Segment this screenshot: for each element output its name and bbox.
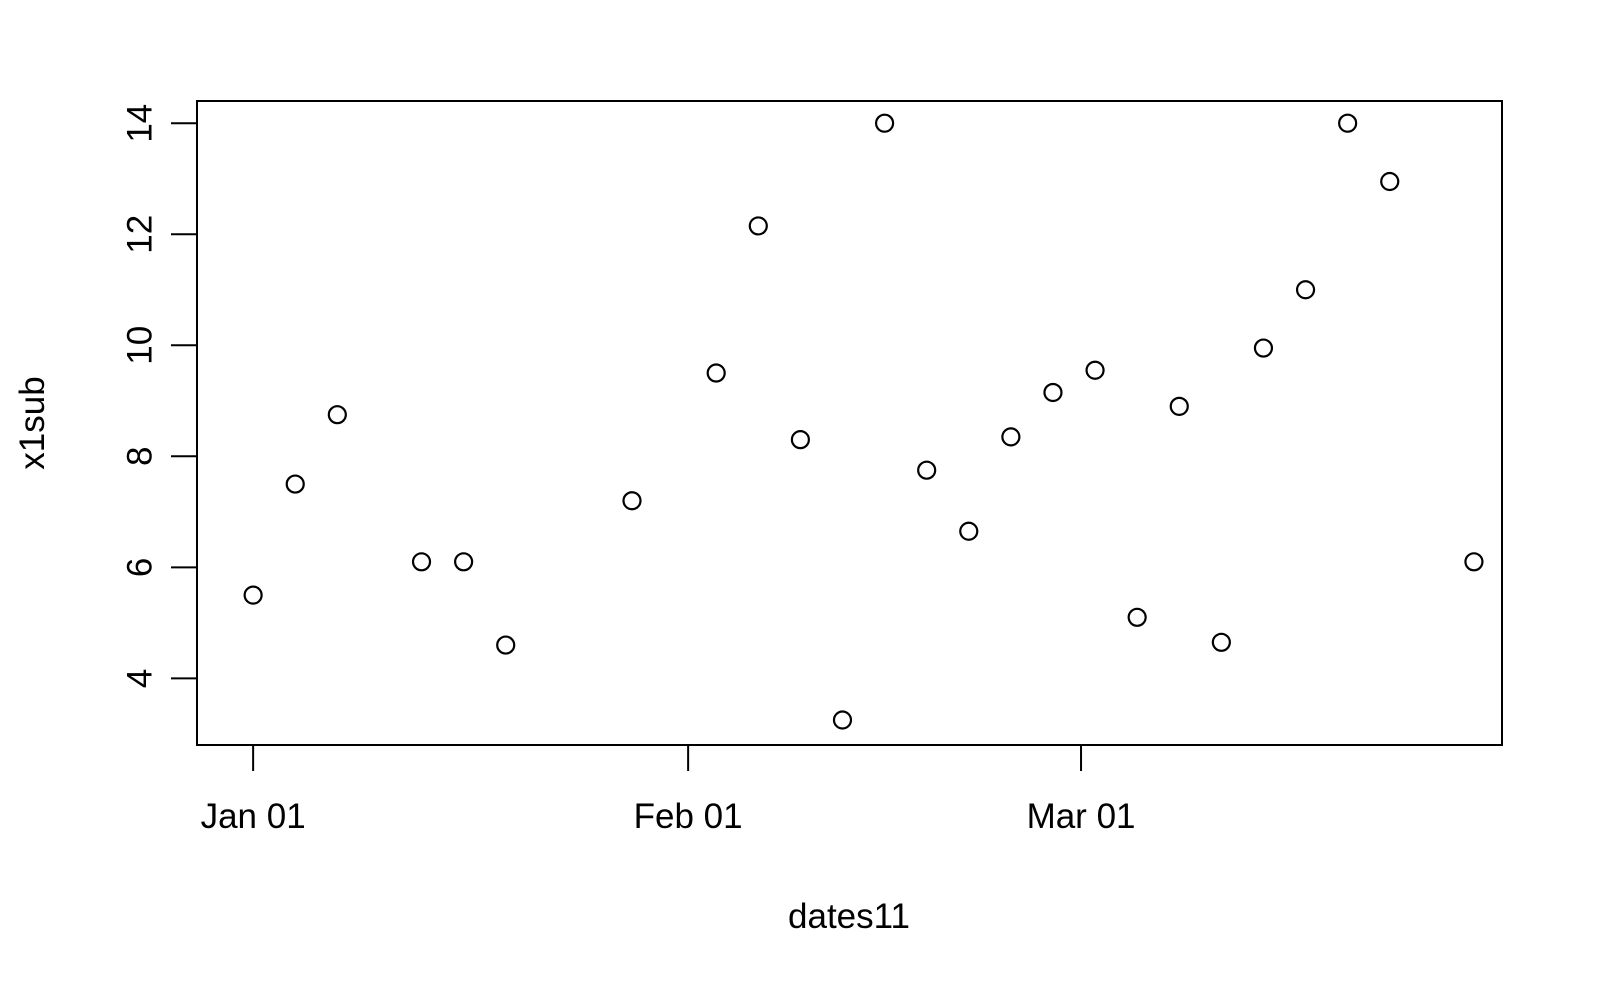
y-tick-label: 4	[121, 669, 160, 688]
data-point	[790, 430, 810, 450]
x-tick-label: Mar 01	[1027, 797, 1136, 836]
data-point	[1043, 382, 1063, 403]
data-point	[706, 363, 726, 383]
data-point	[1295, 280, 1316, 300]
data-point	[243, 585, 263, 605]
x-tick-label: Feb 01	[634, 797, 743, 836]
plot-frame	[196, 100, 1503, 746]
data-point	[1127, 607, 1147, 627]
data-point	[1253, 338, 1274, 358]
y-tick-label: 6	[121, 558, 160, 577]
data-point	[285, 474, 305, 494]
data-point	[411, 552, 432, 572]
data-point	[1169, 396, 1189, 416]
x-tick-label: Jan 01	[201, 797, 306, 836]
x-axis: Jan 01 Feb 01 Mar 01	[201, 745, 1136, 836]
data-point	[1211, 632, 1231, 652]
data-point	[1380, 171, 1400, 192]
y-axis-label: x1sub	[13, 376, 52, 469]
data-point	[1085, 360, 1105, 380]
data-point	[622, 491, 642, 511]
data-point	[454, 552, 474, 572]
data-point	[1338, 113, 1358, 133]
data-point	[748, 216, 768, 236]
y-axis: 4 6 8 10 12 14	[121, 104, 197, 688]
data-points	[243, 113, 1484, 730]
data-point	[959, 521, 979, 541]
y-tick-label: 8	[121, 447, 160, 466]
data-point	[917, 460, 937, 480]
y-tick-label: 10	[121, 326, 160, 365]
data-point	[1001, 427, 1021, 447]
y-tick-label: 12	[121, 215, 160, 254]
data-point	[327, 405, 347, 425]
data-point	[496, 635, 516, 655]
y-tick-label: 14	[121, 104, 160, 143]
data-point	[874, 113, 895, 133]
data-point	[832, 710, 853, 730]
data-point	[1464, 552, 1484, 572]
x-axis-label: dates11	[788, 897, 910, 936]
